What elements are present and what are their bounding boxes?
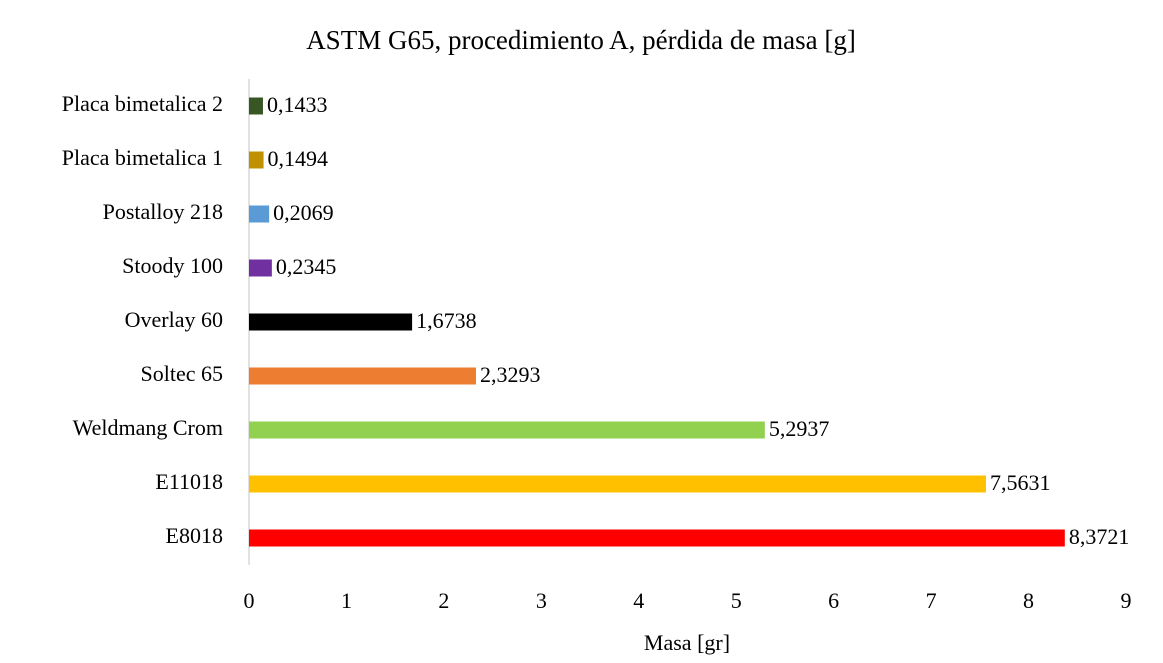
x-tick-label: 2	[438, 588, 449, 613]
x-tick-label: 0	[244, 588, 255, 613]
y-tick-label: Postalloy 218	[103, 199, 223, 224]
y-tick-label: Weldmang Crom	[73, 415, 223, 440]
data-label: 1,6738	[416, 308, 477, 333]
x-tick-label: 6	[828, 588, 839, 613]
y-tick-label: Placa bimetalica 2	[62, 91, 223, 116]
y-tick-label: E11018	[155, 469, 223, 494]
bar	[249, 151, 264, 169]
y-tick-label: Soltec 65	[141, 361, 224, 386]
x-tick-label: 8	[1023, 588, 1034, 613]
data-label: 8,3721	[1069, 524, 1130, 549]
bar	[249, 205, 270, 223]
bar	[249, 97, 263, 115]
x-tick-label: 5	[731, 588, 742, 613]
x-tick-label: 7	[926, 588, 937, 613]
data-label: 0,2345	[276, 254, 337, 279]
data-label: 0,1494	[268, 146, 329, 171]
x-tick-label: 4	[633, 588, 644, 613]
bar	[249, 313, 413, 331]
bar	[249, 529, 1065, 547]
bar	[249, 259, 272, 277]
data-label: 2,3293	[480, 362, 541, 387]
y-tick-label: Overlay 60	[125, 307, 223, 332]
y-tick-label: Stoody 100	[122, 253, 223, 278]
data-label: 7,5631	[990, 470, 1051, 495]
bar	[249, 421, 765, 439]
chart-title: ASTM G65, procedimiento A, pérdida de ma…	[306, 25, 856, 55]
data-label: 5,2937	[769, 416, 830, 441]
y-tick-label: E8018	[166, 523, 223, 548]
x-tick-label: 3	[536, 588, 547, 613]
x-axis-title: Masa [gr]	[644, 630, 730, 655]
data-label: 0,1433	[267, 92, 328, 117]
bar	[249, 475, 986, 493]
data-label: 0,2069	[273, 200, 334, 225]
x-tick-label: 1	[341, 588, 352, 613]
x-tick-label: 9	[1121, 588, 1132, 613]
y-tick-label: Placa bimetalica 1	[62, 145, 223, 170]
bar	[249, 367, 476, 385]
